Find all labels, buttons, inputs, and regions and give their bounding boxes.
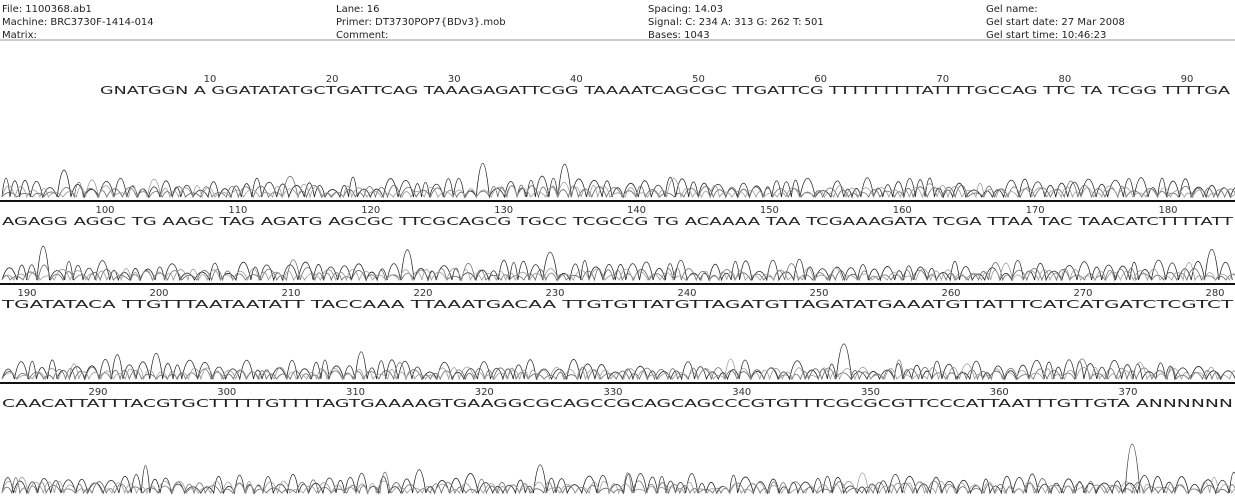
header-field: Machine: BRC3730F-1414-014 — [2, 17, 154, 28]
header-field: Comment: — [336, 30, 388, 41]
header-field: Gel name: — [986, 4, 1038, 15]
trace — [2, 176, 1235, 197]
trace — [2, 465, 1235, 493]
header-field: Spacing: 14.03 — [648, 4, 723, 15]
base-sequence: TGATATACA TTGTTTAATAATATT TACCAAA TTAAAT… — [0, 298, 1233, 311]
base-sequence: GNATGGN A GGATATATGCTGATTCAG TAAAGAGATTC… — [100, 84, 1231, 97]
header-field: Bases: 1043 — [648, 30, 710, 41]
header-field: File: 1100368.ab1 — [2, 4, 92, 15]
chromatogram-page: File: 1100368.ab1 Machine: BRC3730F-1414-… — [0, 0, 1235, 497]
header-field: Gel start date: 27 Mar 2008 — [986, 17, 1125, 28]
header-field: Matrix: — [2, 30, 37, 41]
base-sequence: CAACATTATTTACGTGCTTTTTGTTTTAGTGAAAAGTGAA… — [2, 397, 1233, 410]
trace — [2, 262, 1235, 280]
trace-peak — [1125, 444, 1140, 493]
header-field: Primer: DT3730POP7{BDv3}.mob — [336, 17, 506, 28]
base-sequence: AGAGG AGGC TG AAGC TAG AGATG AGCGC TTCGC… — [2, 215, 1233, 228]
header-field: Gel start time: 10:46:23 — [986, 30, 1106, 41]
header-field: Lane: 16 — [336, 4, 379, 15]
header-field: Signal: C: 234 A: 313 G: 262 T: 501 — [648, 17, 824, 28]
trace — [2, 246, 1232, 280]
